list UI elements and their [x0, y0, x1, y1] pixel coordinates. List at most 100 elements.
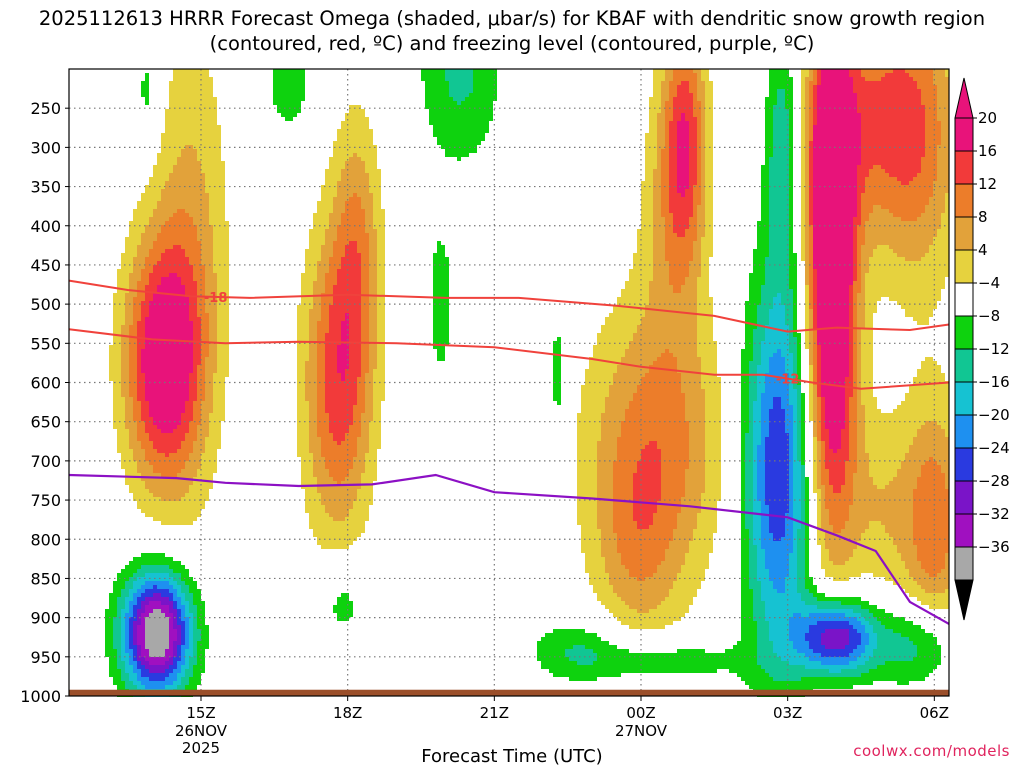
omega-cell [141, 649, 149, 653]
omega-cell [877, 633, 901, 637]
omega-cell [377, 337, 385, 341]
omega-cell [809, 149, 813, 153]
omega-cell [813, 157, 861, 161]
omega-cell [349, 157, 361, 161]
omega-cell [929, 249, 949, 253]
omega-cell [825, 545, 857, 549]
omega-cell [801, 125, 805, 129]
omega-cell [801, 677, 925, 681]
omega-cell [129, 617, 137, 621]
omega-cell [661, 201, 669, 205]
omega-cell [857, 629, 865, 633]
omega-cell [901, 401, 949, 405]
omega-cell [921, 361, 937, 365]
colorbar-label: −12 [978, 340, 1010, 358]
omega-cell [785, 413, 793, 417]
omega-cell [853, 297, 857, 301]
ground-layer [69, 689, 949, 696]
omega-cell [617, 369, 649, 373]
omega-cell [213, 245, 229, 249]
omega-cell [789, 285, 797, 289]
omega-cell [125, 237, 141, 241]
omega-cell [617, 617, 681, 621]
omega-cell [857, 417, 865, 421]
omega-cell [741, 425, 749, 429]
omega-cell [165, 113, 217, 117]
omega-cell [761, 509, 769, 513]
omega-cell [809, 245, 813, 249]
omega-cell [829, 469, 845, 473]
omega-cell [629, 405, 685, 409]
omega-cell [209, 337, 217, 341]
omega-cell [701, 377, 721, 381]
omega-cell [693, 93, 697, 97]
omega-cell [121, 621, 125, 625]
omega-cell [817, 389, 821, 393]
omega-cell [321, 189, 337, 193]
omega-cell [153, 241, 201, 245]
colorbar-upper-arrow [954, 77, 974, 119]
omega-cell [865, 413, 949, 417]
omega-cell [733, 645, 757, 649]
omega-cell [317, 337, 325, 341]
omega-cell [349, 509, 369, 513]
omega-cell [853, 229, 857, 233]
omega-cell [169, 97, 217, 101]
omega-cell [749, 557, 757, 561]
omega-cell [329, 417, 353, 421]
omega-cell [605, 405, 629, 409]
omega-cell [805, 209, 809, 213]
omega-cell [365, 373, 373, 377]
omega-cell [677, 189, 685, 193]
omega-cell [693, 253, 701, 257]
omega-cell [841, 489, 853, 493]
omega-cell [201, 257, 213, 261]
omega-cell [641, 193, 653, 197]
omega-cell [317, 369, 325, 373]
omega-cell [861, 129, 925, 133]
omega-cell [189, 621, 193, 625]
omega-cell [793, 425, 797, 429]
omega-cell [189, 489, 209, 493]
omega-cell [297, 445, 309, 449]
omega-cell [313, 281, 325, 285]
omega-cell [689, 161, 697, 165]
omega-cell [817, 89, 853, 93]
omega-cell [181, 497, 209, 501]
omega-cell [129, 645, 137, 649]
omega-cell [917, 581, 949, 585]
omega-cell [201, 349, 209, 353]
omega-cell [365, 161, 377, 165]
omega-cell [665, 221, 673, 225]
omega-cell [765, 329, 789, 333]
omega-cell [761, 581, 773, 585]
omega-cell [801, 89, 805, 93]
omega-cell [137, 353, 141, 357]
site-credit-link[interactable]: coolwx.com/models [853, 742, 1010, 760]
omega-cell [369, 249, 377, 253]
omega-cell [829, 433, 841, 437]
omega-cell [821, 525, 833, 529]
omega-cell [177, 593, 185, 597]
omega-cell [205, 437, 221, 441]
omega-cell [813, 465, 817, 469]
omega-cell [693, 197, 701, 201]
omega-cell [661, 93, 669, 97]
omega-cell [809, 189, 813, 193]
omega-cell [657, 165, 661, 169]
omega-cell [665, 245, 693, 249]
omega-cell [145, 285, 157, 289]
omega-cell [889, 297, 941, 301]
omega-cell [705, 413, 721, 417]
omega-cell [105, 649, 117, 653]
y-tick-label: 950 [30, 648, 61, 667]
omega-cell [741, 437, 745, 441]
omega-cell [945, 73, 949, 77]
omega-cell [321, 545, 349, 549]
omega-cell [865, 277, 945, 281]
omega-cell [821, 517, 829, 521]
omega-cell [169, 633, 177, 637]
omega-cell [809, 285, 813, 289]
omega-cell [173, 577, 181, 581]
omega-cell [789, 389, 797, 393]
